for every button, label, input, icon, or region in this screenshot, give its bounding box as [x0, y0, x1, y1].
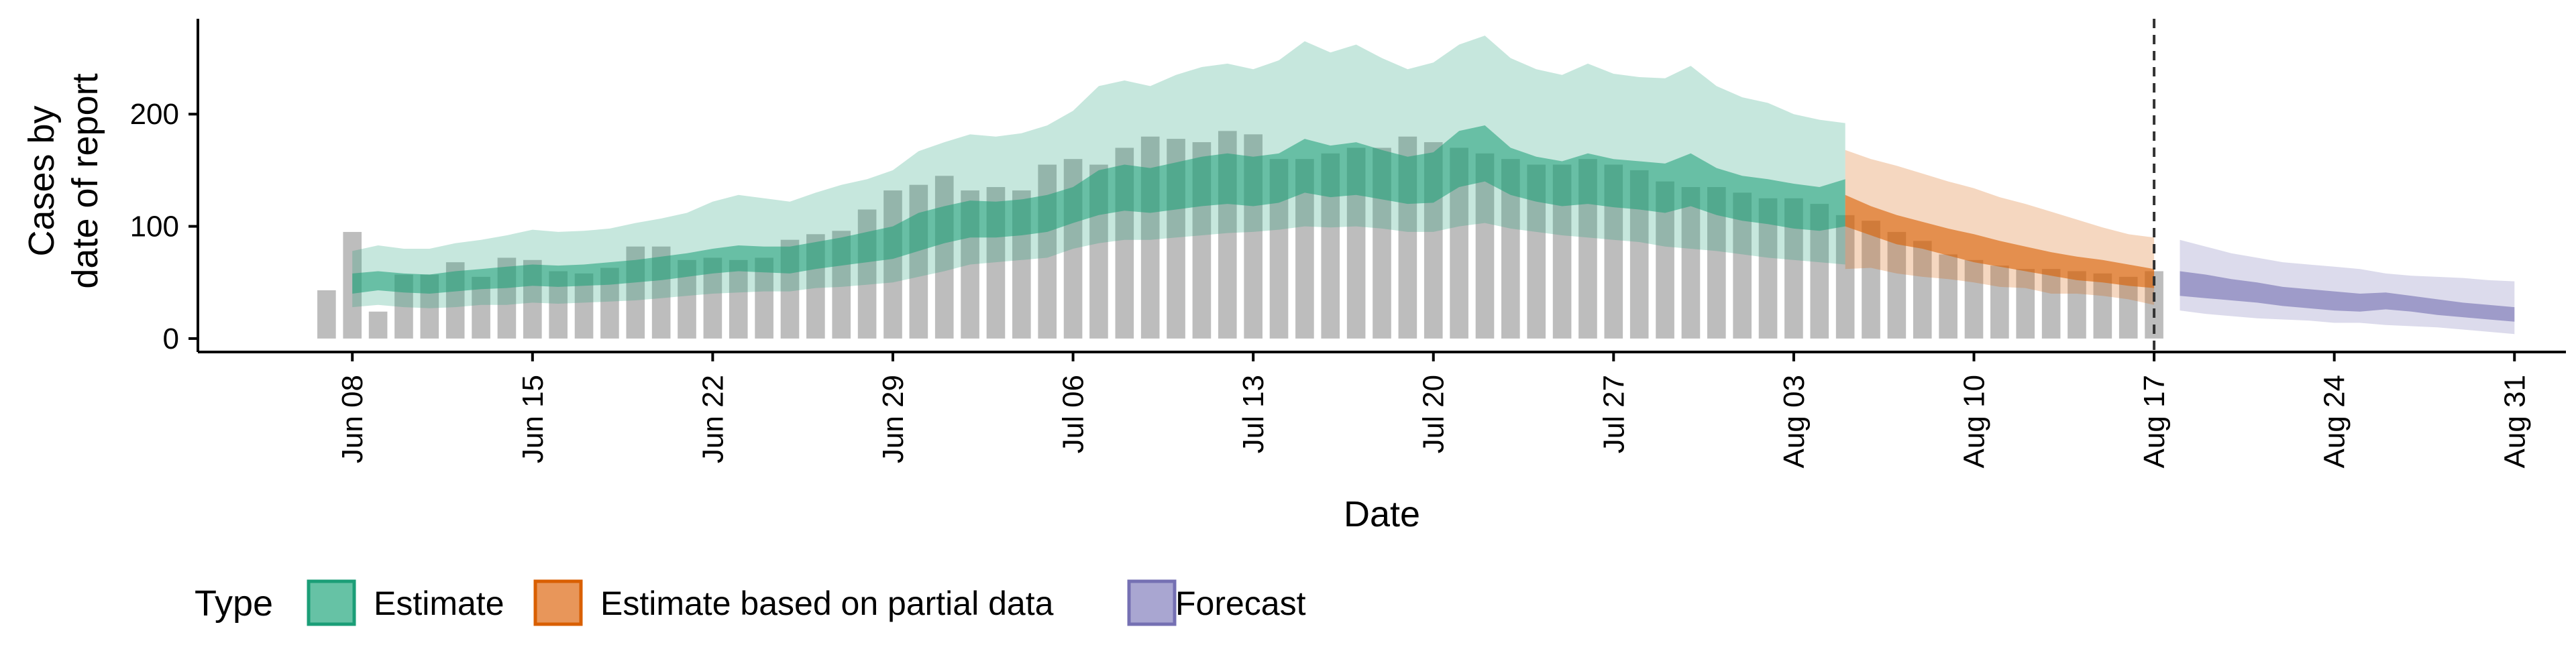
- ribbons-layer: [352, 36, 2515, 335]
- legend-key-forecast: [1127, 579, 1177, 626]
- ribbon-inner-forecast: [2180, 271, 2515, 322]
- x-tick-label: Jun 22: [696, 375, 729, 463]
- y-axis-title-line-2: date of report: [65, 73, 105, 288]
- x-tick-label: Aug 17: [2138, 375, 2171, 468]
- bar: [368, 311, 388, 339]
- y-tick-label: 200: [130, 98, 179, 131]
- bar: [1862, 221, 1880, 339]
- bar: [2093, 273, 2112, 339]
- bar: [1887, 231, 1907, 339]
- legend-key-partial: [533, 579, 583, 626]
- bar: [1681, 187, 1701, 339]
- y-ticks: 0 100 200: [130, 98, 198, 355]
- x-tick-label: Aug 31: [2498, 375, 2531, 468]
- y-tick-label: 0: [163, 322, 179, 355]
- bar: [2118, 276, 2138, 339]
- bar: [909, 184, 928, 339]
- x-tick-label: Aug 24: [2318, 375, 2351, 468]
- legend: Type Estimate Estimate based on partial …: [195, 579, 1306, 626]
- x-tick-label: Jun 08: [336, 375, 369, 463]
- x-tick-label: Aug 03: [1778, 375, 1811, 468]
- bar: [2041, 269, 2061, 339]
- ribbon-inner-partial: [1845, 194, 2155, 288]
- legend-key-estimate: [307, 579, 356, 626]
- bar: [2068, 271, 2086, 339]
- bar: [883, 190, 902, 339]
- x-ticks: Jun 08 Jun 15 Jun 22 Jun 29 Jul 06 Jul 13 Jul …: [336, 352, 2531, 468]
- bar: [934, 176, 954, 339]
- x-tick-label: Jun 15: [517, 375, 549, 463]
- x-tick-label: Jul 27: [1597, 375, 1630, 453]
- x-tick-label: Jul 13: [1237, 375, 1270, 453]
- y-tick-label: 100: [130, 211, 179, 243]
- legend-label-partial: Estimate based on partial data: [600, 585, 1054, 622]
- bar: [317, 290, 336, 339]
- bar: [1990, 266, 2009, 339]
- bar: [1939, 254, 1957, 339]
- bar: [2016, 269, 2035, 339]
- legend-label-forecast: Forecast: [1175, 585, 1306, 622]
- legend-label-estimate: Estimate: [374, 585, 504, 622]
- legend-title: Type: [195, 583, 273, 624]
- x-tick-label: Aug 10: [1958, 375, 1991, 468]
- bar: [1964, 259, 1984, 339]
- x-tick-label: Jul 20: [1417, 375, 1450, 453]
- x-axis-title: Date: [1344, 494, 1420, 534]
- ribbon-inner-estimate: [352, 125, 1845, 294]
- bar: [1913, 241, 1932, 339]
- x-tick-label: Jun 29: [877, 375, 910, 463]
- bar: [729, 259, 748, 339]
- bar: [1835, 215, 1855, 339]
- y-axis-title-line-1: Cases by: [21, 105, 62, 256]
- x-tick-label: Jul 06: [1057, 375, 1090, 453]
